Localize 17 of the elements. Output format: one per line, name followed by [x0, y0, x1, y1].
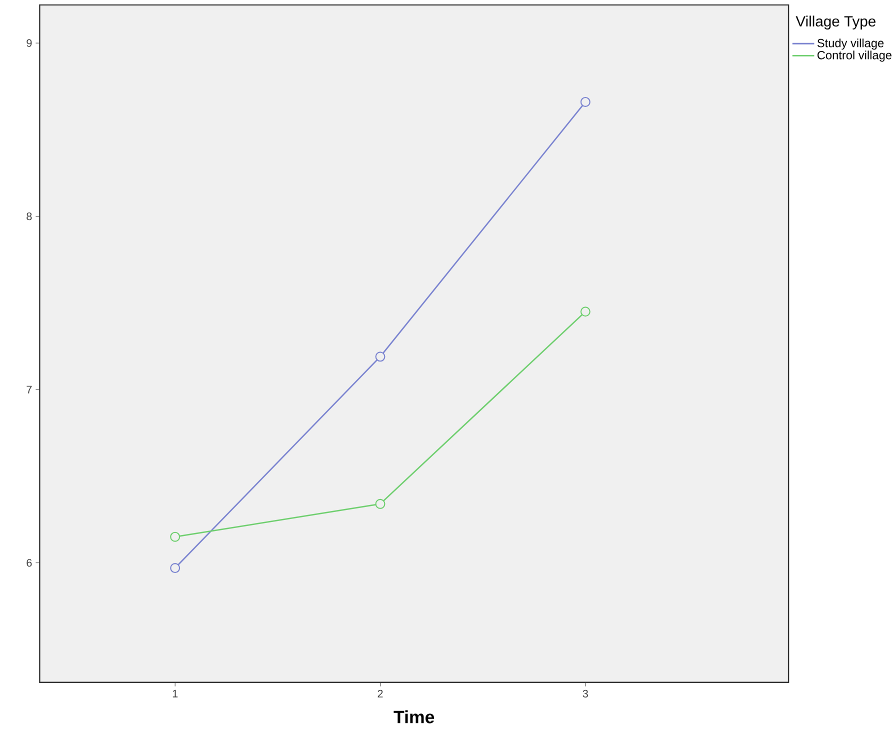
y-tick-label: 6 — [26, 559, 32, 567]
x-tick-label: 3 — [582, 690, 588, 698]
point — [170, 532, 180, 542]
point — [375, 352, 386, 362]
x-axis-title: Time — [394, 710, 434, 724]
legend-title: Village Type — [796, 16, 876, 30]
x-tick-label: 1 — [172, 690, 178, 698]
legend-label: Study village — [817, 38, 884, 50]
point — [170, 563, 180, 574]
point — [580, 97, 590, 108]
y-tick-label: 8 — [26, 212, 32, 220]
y-tick-label: 9 — [26, 39, 32, 48]
point — [375, 499, 386, 510]
x-tick-label: 2 — [378, 690, 383, 698]
point — [580, 306, 590, 317]
y-tick-label: 7 — [26, 386, 32, 394]
legend-label: Control village — [818, 50, 892, 62]
